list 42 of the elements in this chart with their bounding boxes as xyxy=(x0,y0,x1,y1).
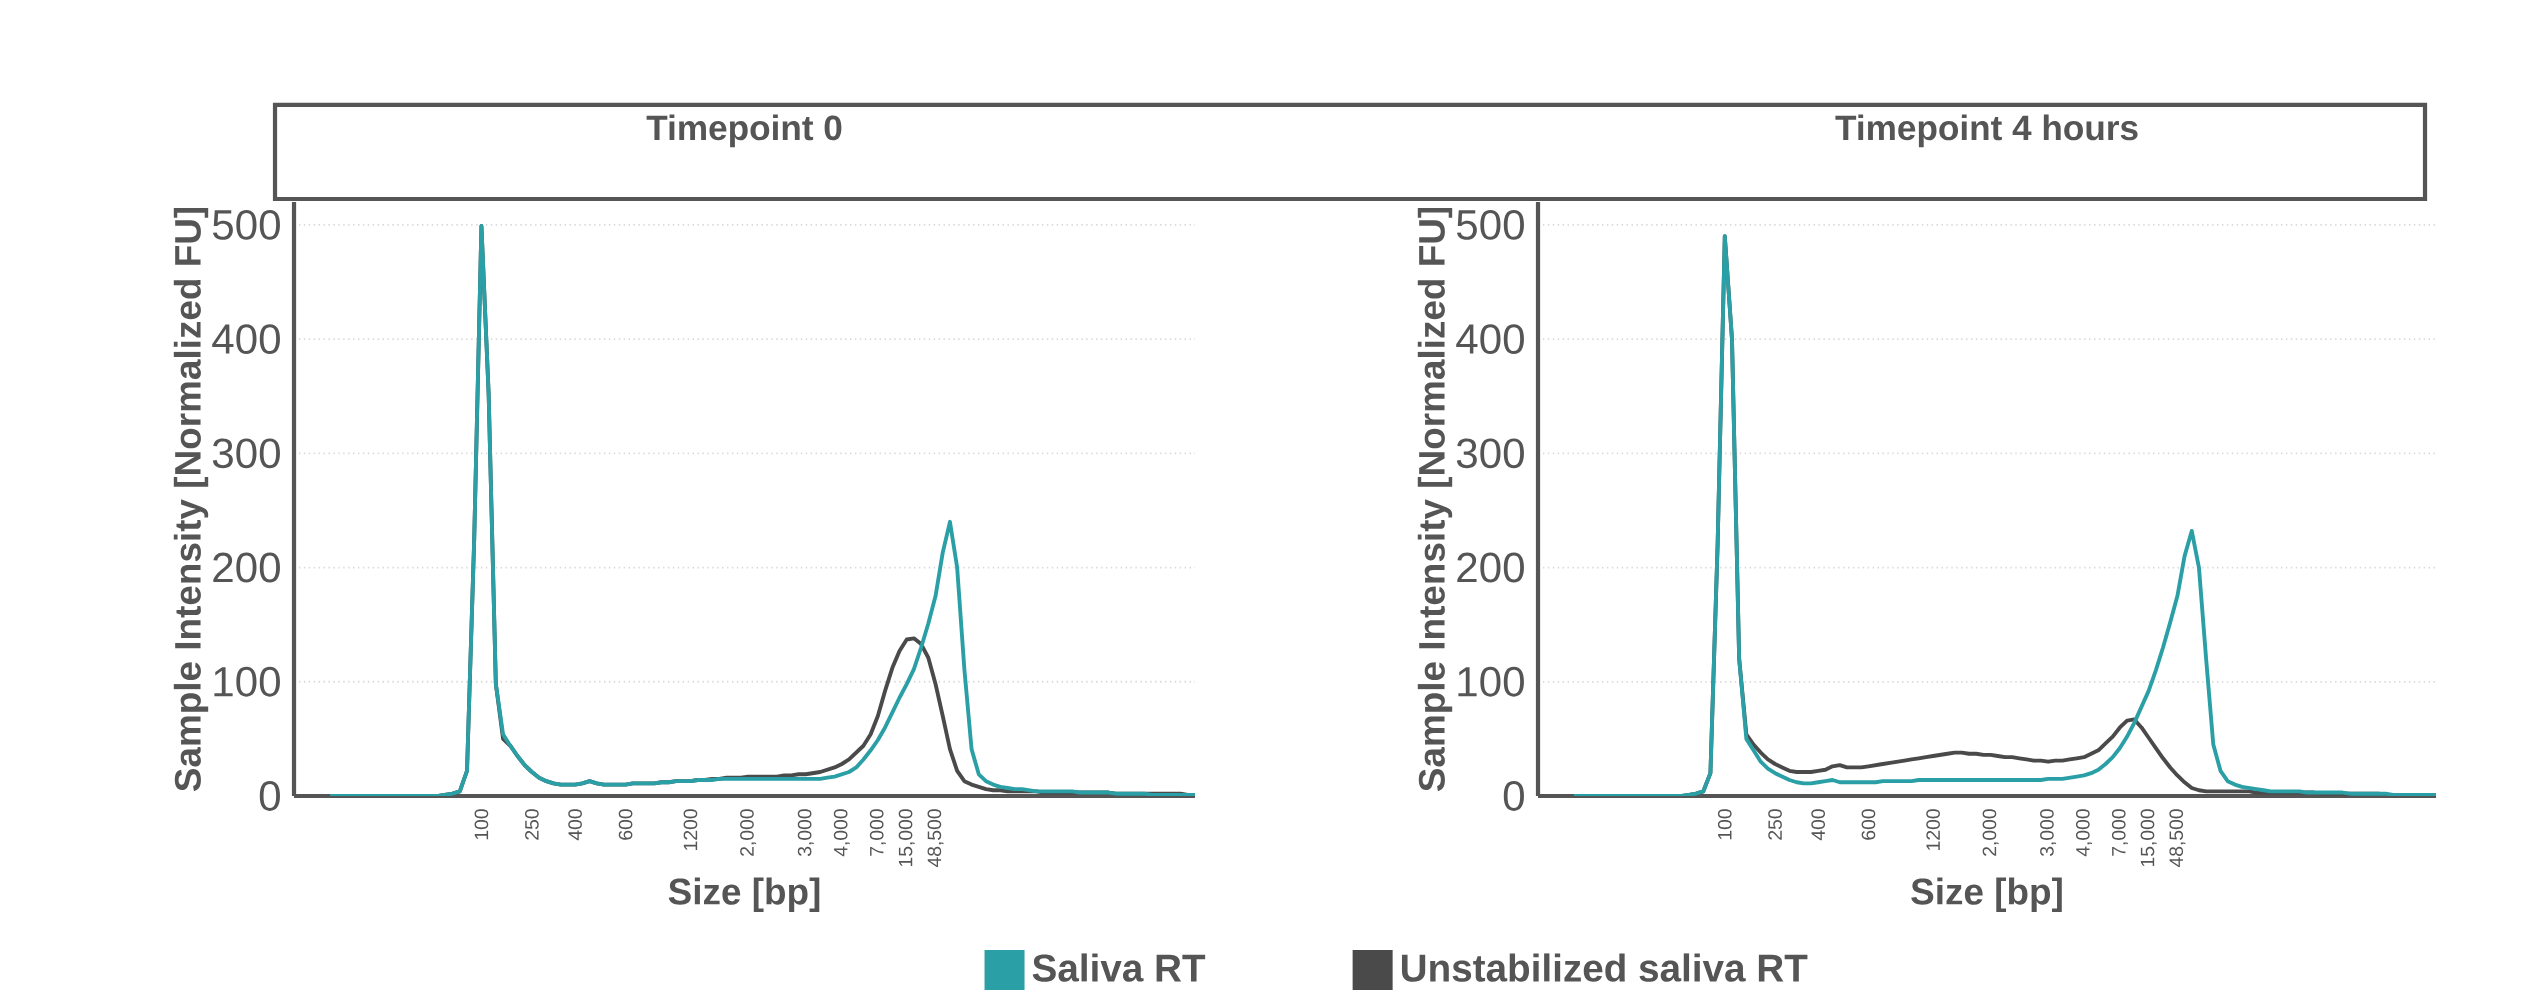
x-tick-label: 400 xyxy=(568,809,582,841)
y-tick-label: 400 xyxy=(212,324,280,354)
y-tick-label: 300 xyxy=(212,438,280,469)
x-tick-label: 2,000 xyxy=(740,809,757,856)
x-tick-label: 48,500 xyxy=(2169,809,2186,868)
x-tick-label: 400 xyxy=(1811,809,1826,841)
legend-label: Unstabilized saliva RT xyxy=(1401,953,1808,982)
y-tick-label: 100 xyxy=(214,666,280,697)
chart-title: Timepoint 0 xyxy=(646,114,842,148)
x-tick-label: 3,000 xyxy=(797,809,814,857)
x-tick-label: 15,000 xyxy=(2140,809,2157,867)
chart-title: Timepoint 4 hours xyxy=(1835,114,2138,148)
x-tick-label: 2,000 xyxy=(1982,809,1999,856)
y-tick-label: 100 xyxy=(1458,666,1524,697)
x-tick-label: 48,500 xyxy=(927,809,944,868)
x-tick-label: 600 xyxy=(1861,809,1876,840)
y-axis-title: Sample Intensity [Normalized FU] xyxy=(173,207,209,792)
x-tick-label: 7,000 xyxy=(869,809,886,856)
x-tick-label: 250 xyxy=(525,809,539,840)
y-tick-label: 200 xyxy=(213,552,280,583)
x-tick-label: 7,000 xyxy=(2111,809,2128,856)
y-tick-label: 200 xyxy=(1457,552,1524,583)
y-tick-label: 0 xyxy=(259,781,280,811)
y-tick-label: 400 xyxy=(1456,324,1524,354)
x-tick-label: 1200 xyxy=(683,809,698,850)
y-tick-label: 500 xyxy=(212,209,280,240)
x-axis-title: Size [bp] xyxy=(668,877,820,912)
x-tick-label: 1200 xyxy=(1926,809,1940,850)
y-tick-label: 300 xyxy=(1456,438,1524,469)
x-tick-label: 4,000 xyxy=(833,809,850,857)
x-tick-label: 600 xyxy=(618,809,633,840)
x-tick-label: 250 xyxy=(1768,809,1782,840)
legend-label: Saliva RT xyxy=(1032,953,1206,982)
x-tick-label: 15,000 xyxy=(898,809,915,867)
y-axis-title: Sample Intensity [Normalized FU] xyxy=(1417,207,1453,792)
x-tick-label: 100 xyxy=(1717,809,1732,840)
x-tick-label: 100 xyxy=(474,809,489,840)
y-tick-label: 500 xyxy=(1456,209,1524,240)
y-tick-label: 0 xyxy=(1503,781,1524,811)
x-tick-label: 4,000 xyxy=(2076,809,2092,857)
x-axis-title: Size [bp] xyxy=(1911,877,2062,912)
x-tick-label: 3,000 xyxy=(2040,809,2057,857)
